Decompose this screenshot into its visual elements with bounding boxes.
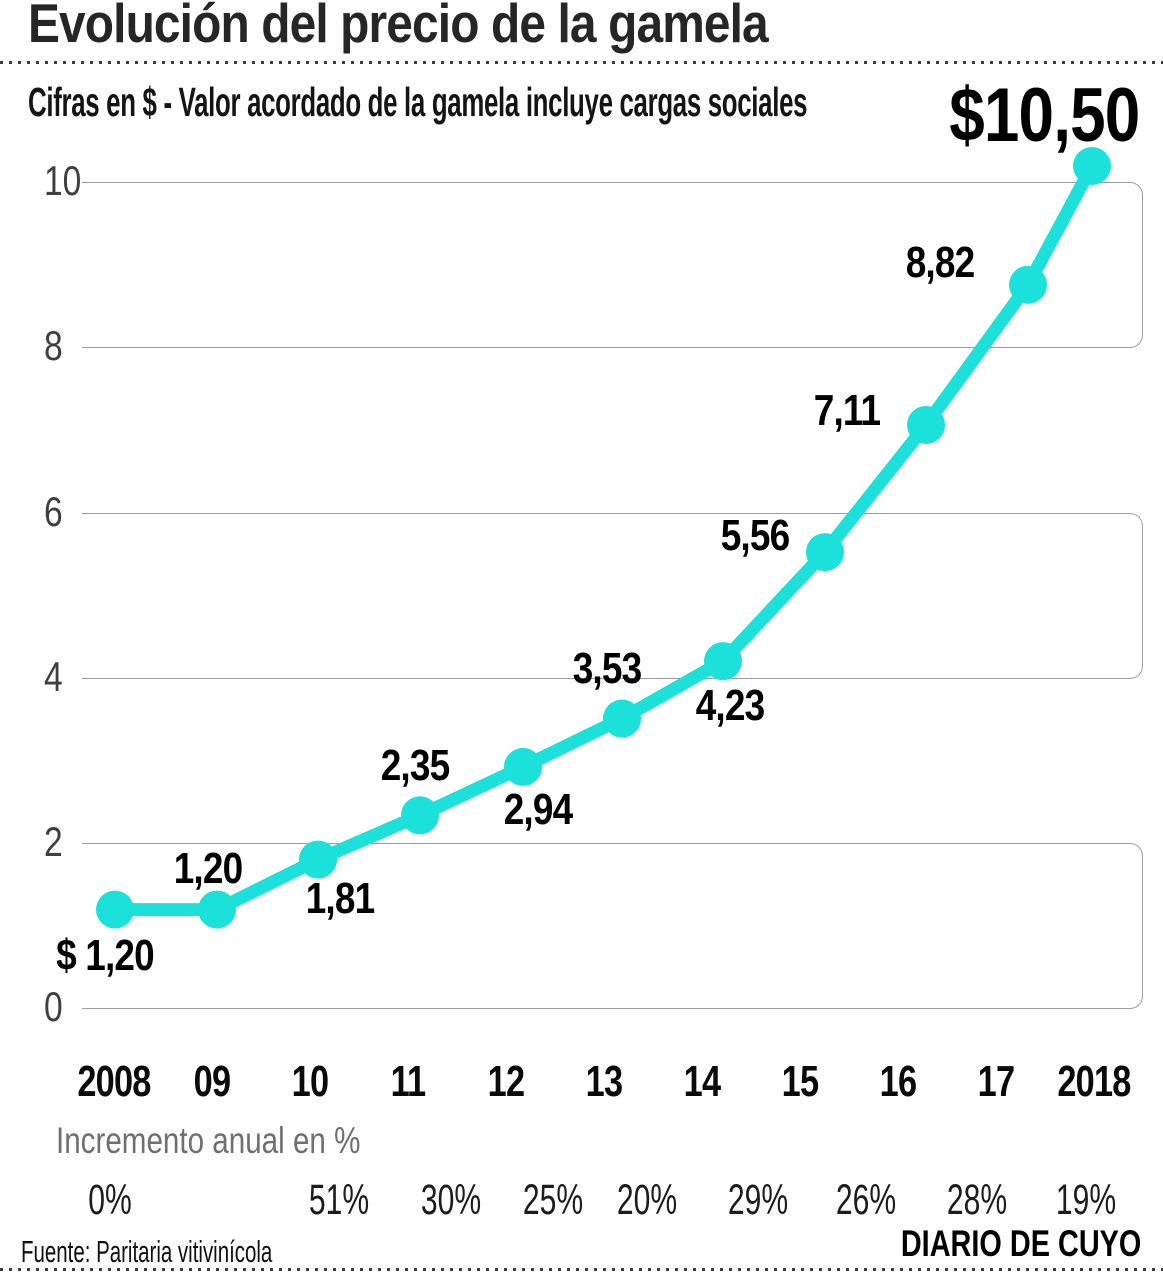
increment-value-label: 30% [420,1176,482,1224]
point-value-label: 8,82 [905,238,975,287]
data-point [299,840,337,879]
x-axis-year-label: 11 [390,1057,427,1106]
increment-value-label: 28% [946,1176,1008,1224]
chart-title: Evolución del precio de la gamela [28,0,769,54]
increment-value-label: 20% [616,1176,678,1224]
point-value-label: 5,56 [720,511,790,560]
data-point [1073,147,1111,185]
final-price-label: $10,50 [948,73,1140,158]
data-point [1009,265,1047,304]
data-point [401,796,439,835]
chart-subtitle: Cifras en $ - Valor acordado de la gamel… [28,79,808,125]
source-label: Fuente: Paritaria vitivinícola [21,1234,273,1269]
x-axis-year-label: 09 [193,1057,231,1106]
bottom-dotted-divider [0,1268,1163,1271]
y-tick-label: 8 [44,322,63,369]
grid-band-6-4 [82,513,1143,679]
y-tick-label: 2 [44,818,63,865]
x-axis-year-label: 2018 [1057,1057,1131,1106]
x-axis-year-label: 12 [487,1057,525,1106]
point-value-label: 1,81 [305,874,375,923]
point-value-label: 3,53 [572,644,642,693]
increment-value-label: 29% [727,1176,789,1224]
data-point [603,699,641,738]
data-point [806,533,844,572]
grid-band-2-0 [82,843,1143,1009]
increment-value-label: 51% [308,1176,370,1224]
x-axis-year-label: 16 [879,1057,917,1106]
y-tick-label: 0 [44,983,63,1030]
point-value-label: 4,23 [695,681,765,730]
x-axis-year-label: 2008 [77,1057,151,1106]
point-value-label: $ 1,20 [56,931,155,980]
data-point [704,642,742,681]
data-point [504,747,542,786]
y-tick-label: 10 [44,157,82,204]
top-dotted-divider [0,61,1163,64]
point-value-label: 7,11 [813,386,881,435]
increment-value-label: 25% [522,1176,584,1224]
x-axis-year-label: 10 [291,1057,329,1106]
point-value-label: 2,94 [503,785,573,834]
point-value-label: 1,20 [173,844,243,893]
point-value-label: 2,35 [380,741,450,790]
y-tick-label: 6 [44,488,63,535]
increments-caption: Incremento anual en % [56,1120,361,1161]
x-axis-year-label: 13 [585,1057,623,1106]
x-axis-year-label: 15 [781,1057,819,1106]
publisher-label: DIARIO DE CUYO [900,1223,1141,1264]
data-point [907,405,945,444]
x-axis-year-label: 14 [683,1057,721,1106]
x-axis-year-label: 17 [977,1057,1015,1106]
y-tick-label: 4 [44,653,63,700]
data-point [96,890,134,929]
increment-value-label: 19% [1055,1176,1117,1224]
increment-value-label: 0% [88,1176,132,1224]
data-point [198,890,236,929]
increment-value-label: 26% [835,1176,897,1224]
grid-band-10-8 [82,182,1143,348]
